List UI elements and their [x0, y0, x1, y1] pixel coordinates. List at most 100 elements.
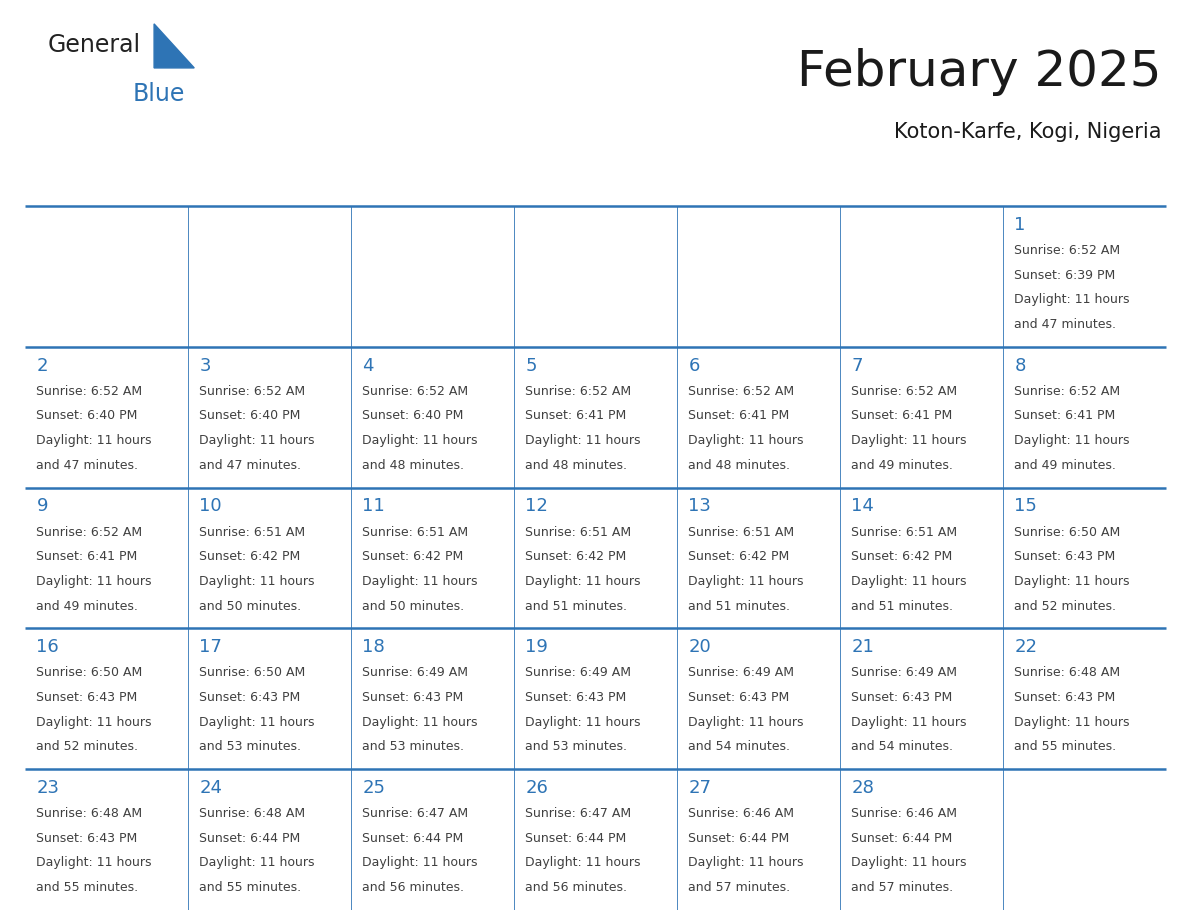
Text: 5: 5 [525, 357, 537, 375]
Text: Sunset: 6:42 PM: Sunset: 6:42 PM [525, 550, 626, 564]
Text: Daylight: 11 hours: Daylight: 11 hours [1015, 434, 1130, 447]
Text: Daylight: 11 hours: Daylight: 11 hours [525, 716, 640, 729]
Text: Sunset: 6:41 PM: Sunset: 6:41 PM [37, 550, 138, 564]
Text: 25: 25 [362, 779, 385, 797]
Text: 18: 18 [362, 638, 385, 656]
Text: and 57 minutes.: and 57 minutes. [852, 881, 954, 894]
Text: Sunset: 6:43 PM: Sunset: 6:43 PM [525, 691, 626, 704]
Text: Koton-Karfe, Kogi, Nigeria: Koton-Karfe, Kogi, Nigeria [895, 121, 1162, 141]
Text: Daylight: 11 hours: Daylight: 11 hours [852, 575, 967, 588]
Text: and 49 minutes.: and 49 minutes. [37, 599, 138, 612]
Text: Sunrise: 6:52 AM: Sunrise: 6:52 AM [525, 385, 632, 397]
Text: Wednesday: Wednesday [527, 178, 634, 196]
Text: Monday: Monday [201, 178, 274, 196]
Text: 7: 7 [852, 357, 862, 375]
Text: Sunset: 6:43 PM: Sunset: 6:43 PM [1015, 550, 1116, 564]
Text: 4: 4 [362, 357, 374, 375]
Text: Daylight: 11 hours: Daylight: 11 hours [525, 856, 640, 869]
Text: Sunrise: 6:52 AM: Sunrise: 6:52 AM [362, 385, 468, 397]
Text: 2: 2 [37, 357, 48, 375]
Text: and 57 minutes.: and 57 minutes. [688, 881, 790, 894]
Text: Daylight: 11 hours: Daylight: 11 hours [37, 716, 152, 729]
Text: Sunrise: 6:47 AM: Sunrise: 6:47 AM [525, 807, 632, 820]
Text: Sunset: 6:42 PM: Sunset: 6:42 PM [688, 550, 790, 564]
Text: 28: 28 [852, 779, 874, 797]
Text: and 51 minutes.: and 51 minutes. [852, 599, 954, 612]
Text: Sunset: 6:43 PM: Sunset: 6:43 PM [37, 691, 138, 704]
Text: Sunrise: 6:51 AM: Sunrise: 6:51 AM [525, 526, 632, 539]
Text: Daylight: 11 hours: Daylight: 11 hours [200, 716, 315, 729]
Text: 8: 8 [1015, 357, 1025, 375]
Text: Sunset: 6:44 PM: Sunset: 6:44 PM [688, 832, 790, 845]
Text: and 51 minutes.: and 51 minutes. [688, 599, 790, 612]
Text: Sunday: Sunday [38, 178, 107, 196]
Text: 6: 6 [688, 357, 700, 375]
Text: Sunrise: 6:49 AM: Sunrise: 6:49 AM [688, 666, 795, 679]
Polygon shape [154, 24, 195, 68]
Text: 9: 9 [37, 498, 48, 515]
Text: Daylight: 11 hours: Daylight: 11 hours [37, 856, 152, 869]
Text: Daylight: 11 hours: Daylight: 11 hours [1015, 293, 1130, 307]
Text: Sunrise: 6:49 AM: Sunrise: 6:49 AM [362, 666, 468, 679]
Text: 26: 26 [525, 779, 549, 797]
Text: Daylight: 11 hours: Daylight: 11 hours [200, 856, 315, 869]
Text: Sunrise: 6:50 AM: Sunrise: 6:50 AM [37, 666, 143, 679]
Text: Sunset: 6:41 PM: Sunset: 6:41 PM [1015, 409, 1116, 422]
Text: Sunrise: 6:46 AM: Sunrise: 6:46 AM [852, 807, 958, 820]
Text: Daylight: 11 hours: Daylight: 11 hours [200, 575, 315, 588]
Text: Daylight: 11 hours: Daylight: 11 hours [852, 434, 967, 447]
Text: Daylight: 11 hours: Daylight: 11 hours [688, 716, 804, 729]
Text: Sunset: 6:43 PM: Sunset: 6:43 PM [37, 832, 138, 845]
Text: Daylight: 11 hours: Daylight: 11 hours [525, 434, 640, 447]
Text: Sunrise: 6:51 AM: Sunrise: 6:51 AM [200, 526, 305, 539]
Text: Sunset: 6:43 PM: Sunset: 6:43 PM [200, 691, 301, 704]
Text: Sunset: 6:42 PM: Sunset: 6:42 PM [852, 550, 953, 564]
Text: Thursday: Thursday [690, 178, 777, 196]
Text: 20: 20 [688, 638, 712, 656]
Text: 27: 27 [688, 779, 712, 797]
Text: Sunset: 6:44 PM: Sunset: 6:44 PM [852, 832, 953, 845]
Text: General: General [48, 33, 140, 57]
Text: Sunrise: 6:52 AM: Sunrise: 6:52 AM [37, 526, 143, 539]
Text: Sunrise: 6:51 AM: Sunrise: 6:51 AM [688, 526, 795, 539]
Text: and 49 minutes.: and 49 minutes. [1015, 459, 1117, 472]
Text: and 56 minutes.: and 56 minutes. [362, 881, 465, 894]
Text: Sunrise: 6:48 AM: Sunrise: 6:48 AM [37, 807, 143, 820]
Text: Sunset: 6:41 PM: Sunset: 6:41 PM [852, 409, 953, 422]
Text: Sunrise: 6:52 AM: Sunrise: 6:52 AM [200, 385, 305, 397]
Text: Daylight: 11 hours: Daylight: 11 hours [362, 716, 478, 729]
Text: and 49 minutes.: and 49 minutes. [852, 459, 953, 472]
Text: and 47 minutes.: and 47 minutes. [200, 459, 302, 472]
Text: and 53 minutes.: and 53 minutes. [362, 740, 465, 754]
Text: Sunrise: 6:49 AM: Sunrise: 6:49 AM [525, 666, 631, 679]
Text: Sunrise: 6:46 AM: Sunrise: 6:46 AM [688, 807, 795, 820]
Text: Blue: Blue [133, 83, 185, 106]
Text: Daylight: 11 hours: Daylight: 11 hours [852, 716, 967, 729]
Text: Daylight: 11 hours: Daylight: 11 hours [362, 434, 478, 447]
Text: Sunset: 6:43 PM: Sunset: 6:43 PM [362, 691, 463, 704]
Text: 12: 12 [525, 498, 549, 515]
Text: and 50 minutes.: and 50 minutes. [362, 599, 465, 612]
Text: 14: 14 [852, 498, 874, 515]
Text: 23: 23 [37, 779, 59, 797]
Text: Daylight: 11 hours: Daylight: 11 hours [37, 575, 152, 588]
Text: Sunrise: 6:52 AM: Sunrise: 6:52 AM [688, 385, 795, 397]
Text: Sunrise: 6:52 AM: Sunrise: 6:52 AM [852, 385, 958, 397]
Text: and 47 minutes.: and 47 minutes. [1015, 318, 1117, 330]
Text: Sunset: 6:39 PM: Sunset: 6:39 PM [1015, 269, 1116, 282]
Text: 3: 3 [200, 357, 211, 375]
Text: and 55 minutes.: and 55 minutes. [1015, 740, 1117, 754]
Text: Tuesday: Tuesday [364, 178, 440, 196]
Text: Sunrise: 6:52 AM: Sunrise: 6:52 AM [1015, 244, 1120, 257]
Text: 13: 13 [688, 498, 712, 515]
Text: Friday: Friday [853, 178, 911, 196]
Text: 22: 22 [1015, 638, 1037, 656]
Text: and 54 minutes.: and 54 minutes. [688, 740, 790, 754]
Text: Sunset: 6:43 PM: Sunset: 6:43 PM [852, 691, 953, 704]
Text: and 48 minutes.: and 48 minutes. [525, 459, 627, 472]
Text: Sunrise: 6:52 AM: Sunrise: 6:52 AM [1015, 385, 1120, 397]
Text: Sunset: 6:41 PM: Sunset: 6:41 PM [525, 409, 626, 422]
Text: and 53 minutes.: and 53 minutes. [525, 740, 627, 754]
Text: Sunrise: 6:51 AM: Sunrise: 6:51 AM [362, 526, 468, 539]
Text: Sunrise: 6:52 AM: Sunrise: 6:52 AM [37, 385, 143, 397]
